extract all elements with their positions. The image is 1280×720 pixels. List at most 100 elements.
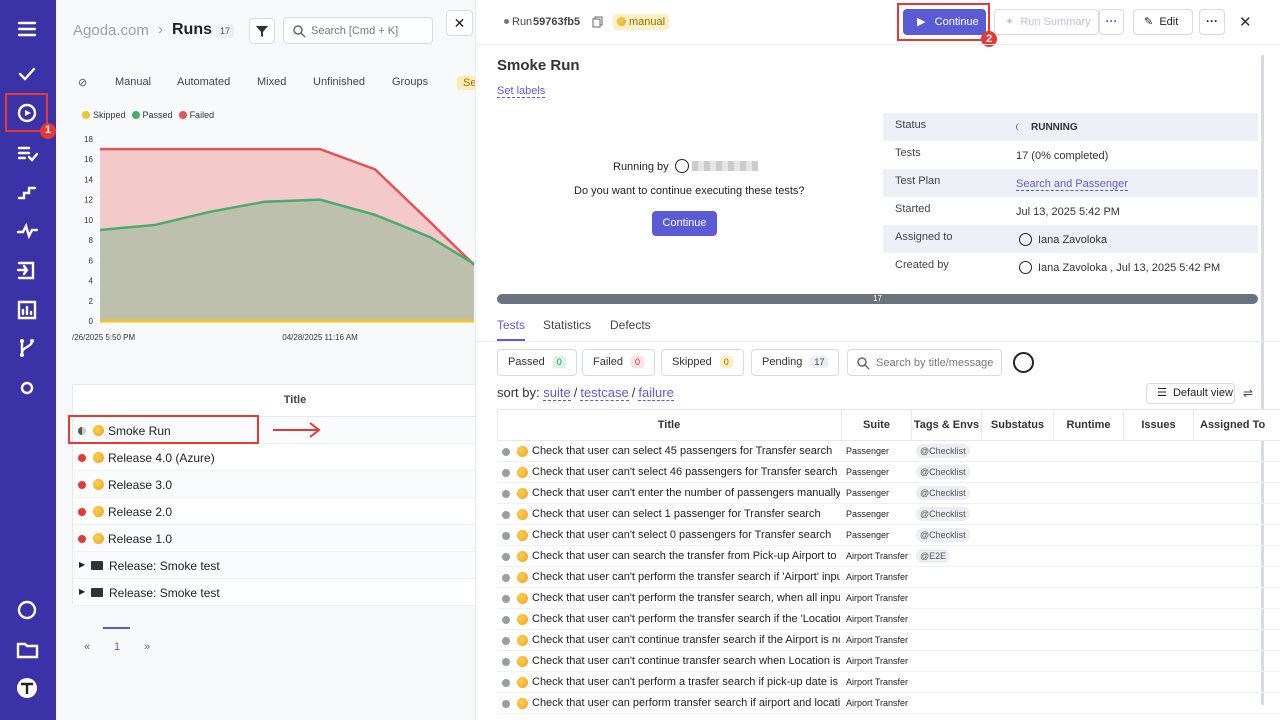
more-button[interactable]: ··· [1099, 9, 1124, 35]
test-row[interactable]: Check that user can select 45 passengers… [497, 441, 1280, 462]
run-row[interactable]: Release 4.0 (Azure) [73, 444, 475, 471]
badge-bg [40, 123, 56, 139]
test-suite: Passenger [846, 530, 890, 540]
runs-icon[interactable] [17, 103, 37, 123]
projects-icon[interactable] [16, 642, 39, 659]
test-row[interactable]: Check that user can't perform the transf… [497, 567, 1280, 588]
test-row[interactable]: Check that user can't perform the transf… [497, 609, 1280, 630]
settings-icon[interactable] [20, 381, 34, 395]
page-current[interactable]: 1 [114, 641, 121, 653]
left-panel: Agoda.com › Runs 17 Search [Cmd + K] ✕ ⊘… [56, 0, 475, 720]
test-row[interactable]: Check that user can't select 0 passenger… [497, 525, 1280, 546]
group-row[interactable]: ▶ Release: Smoke test [73, 552, 475, 579]
test-row[interactable]: Check that user can't select 46 passenge… [497, 462, 1280, 483]
test-row[interactable]: Check that user can select 1 passenger f… [497, 504, 1280, 525]
branch-icon[interactable] [20, 339, 34, 357]
test-row[interactable]: Check that user can't continue transfer … [497, 651, 1280, 672]
search-placeholder: Search by title/message [876, 357, 994, 369]
breadcrumb-site[interactable]: Agoda.com [73, 22, 149, 39]
filter-button[interactable]: Pending 17 [751, 349, 840, 376]
tab[interactable]: Manual [115, 76, 152, 88]
run-title: Release 3.0 [108, 478, 173, 492]
filter-count: 0 [719, 356, 733, 368]
run-row[interactable]: Release 1.0 [73, 525, 475, 552]
sort-option[interactable]: suite [543, 385, 571, 401]
test-row[interactable]: Check that user can't perform the transf… [497, 588, 1280, 609]
highlight-box [68, 415, 259, 444]
y-tick-label: 14 [84, 175, 93, 184]
settings-icon[interactable]: ⇌ [1243, 386, 1254, 400]
group-row[interactable]: ▶ Release: Smoke test [73, 579, 475, 606]
avatar-mark [21, 682, 33, 694]
set-labels[interactable]: Set labels [497, 85, 546, 98]
close-panel[interactable]: ✕ [446, 10, 473, 36]
sort-option[interactable]: failure [638, 385, 674, 401]
continue-label: Continue [934, 16, 979, 28]
sort-separator: / [573, 385, 578, 400]
run-row[interactable]: Release 2.0 [73, 498, 475, 525]
copy-icon[interactable] [592, 16, 604, 28]
test-tag: @Checklist [916, 507, 970, 521]
pulse-icon[interactable] [16, 222, 39, 240]
test-suite: Passenger [846, 446, 890, 456]
edit-button[interactable]: ✎ Edit [1133, 9, 1193, 35]
ai-avatar[interactable] [1013, 352, 1034, 373]
test-row[interactable]: Check that user can't continue transfer … [497, 630, 1280, 651]
scrollbar [1261, 55, 1264, 705]
test-suite: Airport Transfer [846, 635, 909, 645]
tab[interactable]: Defects [610, 318, 651, 332]
filter-button[interactable]: Skipped 0 [661, 349, 744, 376]
tab[interactable]: Mixed [257, 76, 287, 88]
filter-button[interactable]: Failed 0 [582, 349, 655, 376]
edit-label: Edit [1159, 16, 1179, 28]
plans-icon[interactable] [17, 146, 39, 162]
filter-button[interactable] [249, 18, 275, 44]
steps-icon[interactable] [17, 186, 37, 200]
test-icon [517, 572, 528, 583]
detail-label: Test Plan [895, 175, 941, 187]
tab[interactable]: Unfinished [313, 76, 365, 88]
column-header: Suite [842, 409, 912, 441]
sort-option[interactable]: testcase [580, 385, 629, 401]
detail-value: Iana Zavoloka [1038, 234, 1108, 246]
test-search[interactable]: Search by title/message [847, 349, 1002, 376]
close-button[interactable]: ✕ [1239, 14, 1252, 31]
import-icon[interactable] [16, 261, 35, 280]
test-row[interactable]: Check that user can't enter the number o… [497, 483, 1280, 504]
continue-button[interactable]: ▶ Continue [903, 9, 986, 35]
page-next[interactable]: » [144, 641, 151, 653]
search-box[interactable]: Search [Cmd + K] [283, 17, 433, 44]
run-icon [93, 479, 104, 490]
help-icon[interactable] [17, 600, 37, 620]
tab[interactable]: Groups [392, 76, 429, 88]
view-button[interactable]: ☰ Default view [1146, 383, 1235, 404]
detail-label: Started [895, 203, 931, 215]
table-header-bg [497, 409, 1280, 441]
y-tick-label: 2 [89, 297, 94, 306]
test-row[interactable]: Check that user can perform transfer sea… [497, 693, 1280, 714]
tab[interactable]: Se [457, 76, 475, 90]
test-row[interactable]: Check that user can't perform a trasfer … [497, 672, 1280, 693]
test-title: Check that user can't perform the transf… [532, 571, 840, 583]
test-status [502, 448, 510, 456]
run-row[interactable]: Release 3.0 [73, 471, 475, 498]
tests-icon[interactable] [18, 67, 36, 81]
tab[interactable]: Statistics [543, 318, 592, 332]
test-title: Check that user can't select 46 passenge… [532, 466, 838, 478]
test-row[interactable]: Check that user can search the transfer … [497, 546, 1280, 567]
filter-button[interactable]: Passed 0 [497, 349, 577, 376]
tab[interactable]: Automated [177, 76, 231, 88]
page-prev[interactable]: « [84, 641, 91, 653]
filter-label: Passed [508, 356, 545, 368]
detail-row: Created by Iana Zavoloka , Jul 13, 2025 5… [883, 253, 1258, 281]
run-panel: Run 59763fb5 manual ▶ Continue 2 ✦ Run S… [475, 0, 1280, 720]
prompt-continue[interactable]: Continue [652, 211, 717, 236]
menu-icon[interactable] [17, 21, 37, 37]
detail-value[interactable]: Search and Passenger [1016, 178, 1128, 191]
tab[interactable]: Tests [497, 318, 526, 341]
analytics-icon[interactable] [17, 300, 37, 320]
test-icon [517, 593, 528, 604]
sidebar: 1 [0, 0, 56, 720]
test-suite: Airport Transfer [846, 677, 909, 687]
menu-button[interactable]: ··· [1199, 9, 1225, 35]
